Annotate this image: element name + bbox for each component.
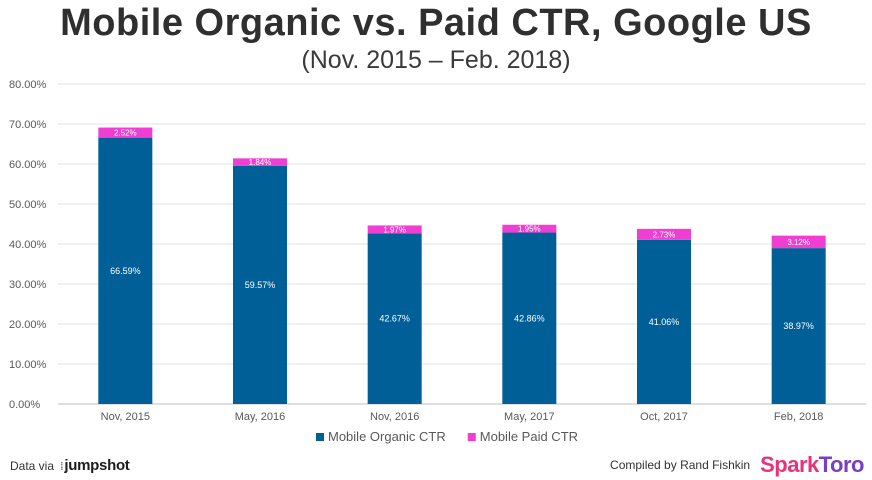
legend-label: Mobile Paid CTR — [480, 429, 578, 444]
bar-paid — [637, 228, 691, 240]
data-label-organic: 42.67% — [379, 314, 410, 324]
bar-organic — [637, 239, 691, 404]
data-label-paid: 1.84% — [249, 158, 272, 167]
x-tick-label: May, 2017 — [504, 411, 555, 423]
y-tick-label: 60.00% — [9, 159, 47, 171]
data-label-organic: 38.97% — [783, 321, 814, 331]
x-tick-label: Nov, 2015 — [101, 411, 150, 423]
legend-label: Mobile Organic CTR — [328, 429, 446, 444]
bar-paid — [771, 235, 826, 249]
data-label-organic: 41.06% — [649, 317, 680, 327]
data-label-organic: 66.59% — [110, 266, 141, 276]
bar-paid — [502, 224, 557, 233]
data-label-organic: 42.86% — [514, 313, 545, 323]
y-tick-label: 30.00% — [9, 279, 47, 291]
jumpshot-logo: ⁞jumpshot — [60, 457, 130, 474]
x-tick-label: Nov, 2016 — [370, 411, 419, 423]
bar-paid — [367, 225, 422, 234]
author-credit: Compiled by Rand Fishkin SparkToro — [610, 452, 864, 478]
compiled-by-label: Compiled by Rand Fishkin — [610, 458, 751, 472]
legend-swatch — [316, 433, 324, 441]
data-label-paid: 1.97% — [383, 225, 406, 234]
data-label-organic: 59.57% — [245, 280, 276, 290]
data-via-label: Data via — [10, 458, 55, 473]
data-label-paid: 1.95% — [518, 225, 541, 234]
sparktoro-logo-part1: Spark — [760, 452, 819, 477]
data-source-credit: Data via ⁞jumpshot — [10, 457, 130, 474]
bar-organic — [233, 165, 287, 404]
y-tick-label: 0.00% — [9, 399, 40, 411]
sparktoro-logo-part2: Toro — [818, 452, 865, 477]
bar-paid — [233, 158, 287, 166]
y-tick-label: 40.00% — [9, 239, 47, 251]
chart-title: Mobile Organic vs. Paid CTR, Google US — [60, 2, 812, 44]
jumpshot-logo-text: jumpshot — [64, 457, 130, 474]
data-label-paid: 2.52% — [114, 129, 137, 138]
data-label-paid: 2.73% — [653, 230, 676, 239]
bar-organic — [502, 232, 557, 404]
y-tick-label: 20.00% — [9, 319, 47, 331]
y-tick-label: 80.00% — [9, 79, 47, 91]
chart-subtitle: (Nov. 2015 – Feb. 2018) — [301, 46, 571, 74]
x-tick-label: May, 2016 — [235, 411, 286, 423]
bar-organic — [98, 137, 153, 404]
bar-organic — [367, 233, 422, 404]
legend-swatch — [467, 433, 476, 441]
x-tick-label: Oct, 2017 — [640, 411, 688, 423]
x-tick-label: Feb, 2018 — [774, 411, 824, 423]
y-tick-label: 50.00% — [9, 199, 47, 211]
bar-paid — [98, 127, 153, 138]
y-tick-label: 70.00% — [9, 119, 47, 131]
bar-organic — [771, 248, 826, 404]
data-label-paid: 3.12% — [787, 238, 810, 247]
y-tick-label: 10.00% — [9, 359, 47, 371]
sparktoro-logo: SparkToro — [760, 452, 864, 478]
